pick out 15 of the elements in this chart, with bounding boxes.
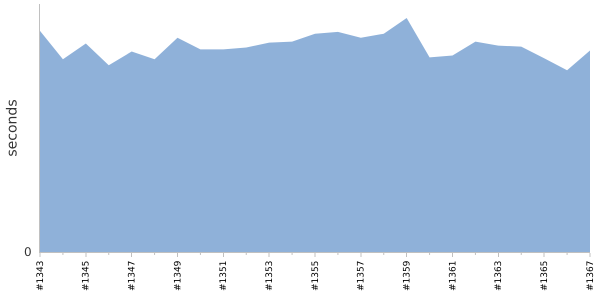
y-axis-title: seconds (4, 99, 21, 157)
x-tick-label: #1355 (310, 260, 321, 292)
x-tick-label: #1361 (448, 260, 458, 292)
x-tick-label: #1349 (173, 260, 184, 292)
x-tick-label: #1365 (540, 260, 550, 292)
x-tick-label: #1347 (128, 260, 138, 292)
x-tick-label: #1367 (586, 260, 596, 292)
text: 0 (24, 245, 32, 259)
x-tick-label: #1345 (82, 260, 92, 292)
x-tick-label: #1357 (356, 260, 367, 292)
x-tick-label: #1363 (494, 260, 504, 292)
x-tick-label: #1353 (265, 260, 276, 292)
x-tick-label: #1343 (36, 260, 46, 292)
x-tick-label: #1359 (402, 260, 413, 292)
x-tick-label: #1351 (219, 260, 230, 292)
